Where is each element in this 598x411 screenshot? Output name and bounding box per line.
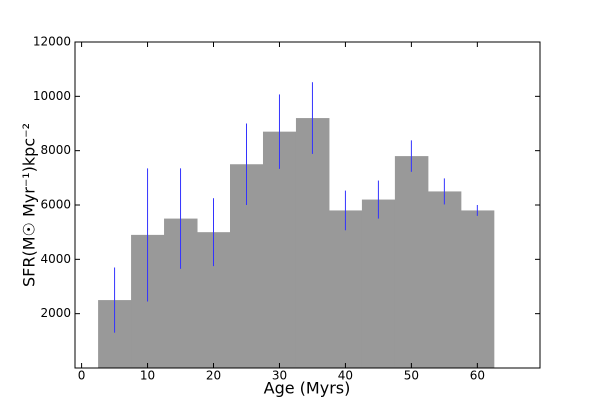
x-tick-label: 30 (272, 369, 287, 383)
bar (427, 191, 462, 368)
x-tick-label: 10 (140, 369, 155, 383)
y-tick-label: 10000 (33, 89, 71, 103)
x-tick-label: 40 (338, 369, 353, 383)
bar (328, 210, 363, 368)
y-tick-label: 8000 (40, 143, 71, 157)
x-tick-label: 0 (78, 369, 86, 383)
x-axis-label: Age (Myrs) (264, 379, 351, 398)
y-tick-label: 12000 (33, 35, 71, 49)
bar (460, 210, 495, 368)
bar (361, 199, 396, 368)
y-tick-label: 2000 (40, 306, 71, 320)
y-tick-label: 4000 (40, 252, 71, 266)
y-tick-label: 6000 (40, 198, 71, 212)
bar (262, 131, 297, 368)
x-tick-label: 60 (470, 369, 485, 383)
bar (295, 118, 330, 368)
x-tick-label: 20 (206, 369, 221, 383)
bar (394, 156, 429, 368)
x-tick-label: 50 (404, 369, 419, 383)
y-axis-label: SFR(M☉ Myr⁻¹)kpc⁻² (20, 123, 39, 287)
